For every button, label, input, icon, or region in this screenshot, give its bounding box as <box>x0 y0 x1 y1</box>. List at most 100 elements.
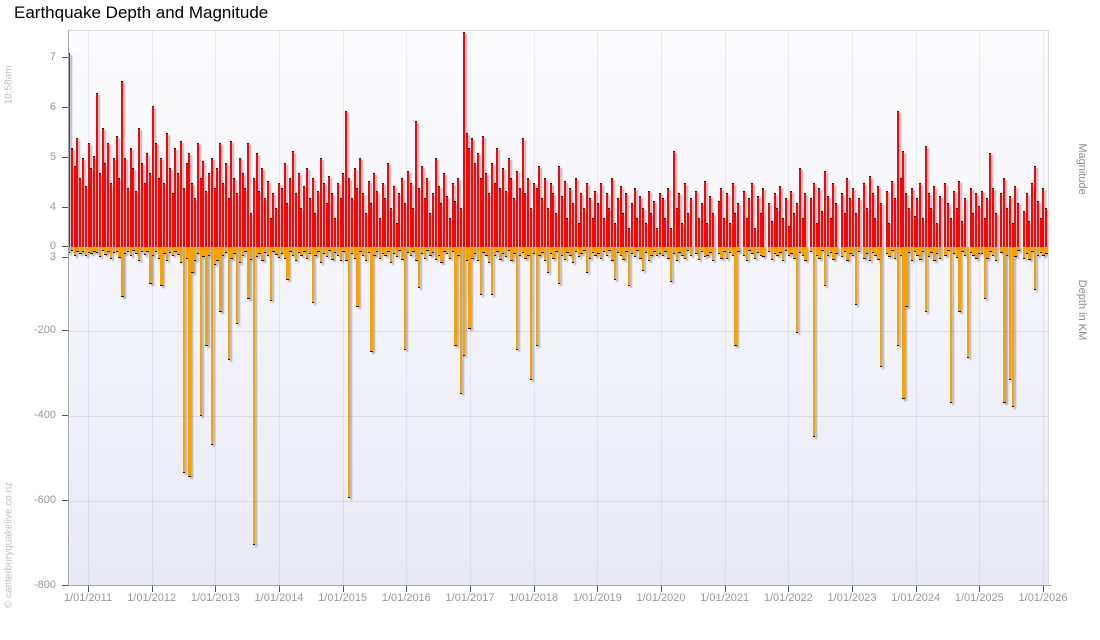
depth-bar <box>188 247 191 478</box>
x-tick-label: 1/01/2026 <box>1018 592 1068 604</box>
magnitude-bar <box>804 193 807 248</box>
depth-bar <box>331 247 334 260</box>
depth-bar <box>748 247 751 252</box>
magnitude-bar <box>283 163 286 248</box>
x-tick-label: 1/01/2025 <box>954 592 1004 604</box>
y-tick-mark <box>62 415 68 417</box>
magnitude-bar <box>952 190 955 248</box>
magnitude-bar <box>272 193 275 248</box>
year-gridline <box>979 31 981 586</box>
depth-bar <box>294 247 298 261</box>
magnitude-bar <box>474 163 476 248</box>
depth-bar <box>443 247 446 253</box>
depth-bar <box>521 247 524 254</box>
magnitude-bar <box>868 175 871 248</box>
magnitude-bar <box>68 53 70 248</box>
magnitude-bar <box>896 110 899 248</box>
depth-bar <box>322 247 326 255</box>
depth-bar <box>689 247 692 257</box>
magnitude-bar <box>790 190 793 248</box>
magnitude-bar <box>835 203 838 248</box>
depth-bar <box>936 247 939 255</box>
magnitude-bar <box>723 218 726 248</box>
magnitude-bar <box>776 208 779 248</box>
magnitude-bar <box>261 168 264 248</box>
magnitude-bar <box>549 183 552 248</box>
magnitude-bar <box>689 198 692 248</box>
depth-bar <box>597 247 600 255</box>
magnitude-bar <box>944 183 947 248</box>
y-tick-mark <box>62 207 68 208</box>
depth-bar <box>518 247 522 257</box>
magnitude-bar <box>1025 193 1028 248</box>
magnitude-bar <box>846 178 849 248</box>
depth-bar <box>241 247 244 256</box>
depth-bar <box>650 247 653 256</box>
depth-bar <box>709 247 712 254</box>
magnitude-bar <box>857 198 860 248</box>
magnitude-bar <box>936 223 938 248</box>
depth-bar <box>728 247 732 254</box>
depth-bar <box>667 247 670 259</box>
y-tick-mark <box>62 107 68 108</box>
depth-bar <box>429 247 432 256</box>
magnitude-bar <box>558 165 560 248</box>
depth-bar <box>658 247 662 254</box>
depth-bar <box>871 247 874 254</box>
magnitude-bar <box>754 228 756 248</box>
y-tick-label: 6 <box>49 101 56 113</box>
magnitude-bar <box>269 218 272 248</box>
magnitude-bar <box>958 180 961 248</box>
year-gridline <box>406 31 408 586</box>
y-tick-mark <box>62 245 68 247</box>
magnitude-bar <box>496 148 499 248</box>
depth-bar <box>541 247 544 254</box>
magnitude-bar <box>308 198 311 248</box>
magnitude-bar <box>577 223 580 248</box>
depth-bar <box>927 247 930 258</box>
magnitude-bar <box>787 225 790 248</box>
magnitude-bar <box>700 203 703 248</box>
magnitude-bar <box>927 193 930 248</box>
magnitude-bar <box>194 198 196 248</box>
magnitude-bar <box>580 193 583 248</box>
magnitude-bar <box>975 193 978 248</box>
magnitude-bar <box>913 215 916 248</box>
depth-bar <box>516 247 519 350</box>
depth-bar <box>776 247 779 257</box>
depth-bar <box>908 247 911 254</box>
magnitude-bar <box>331 193 334 248</box>
magnitude-bar <box>143 183 146 248</box>
magnitude-bar <box>488 193 490 248</box>
depth-bar <box>633 247 636 258</box>
magnitude-bar <box>681 223 684 248</box>
depth-bar <box>580 247 583 255</box>
depth-bar <box>863 247 866 259</box>
magnitude-bar <box>535 188 538 248</box>
depth-bar <box>670 247 673 282</box>
magnitude-bar <box>205 190 208 248</box>
magnitude-bar <box>468 148 471 248</box>
magnitude-bar <box>605 193 608 248</box>
y-tick-label: 3 <box>49 251 56 263</box>
magnitude-bar <box>922 218 924 248</box>
magnitude-bar <box>345 110 348 248</box>
magnitude-bar <box>443 173 446 248</box>
x-tick-label: 1/01/2018 <box>509 592 559 604</box>
depth-bar <box>325 247 328 258</box>
magnitude-bar <box>286 203 289 248</box>
depth-bar <box>975 247 978 259</box>
depth-bar <box>219 247 222 312</box>
depth-bar <box>230 247 233 259</box>
depth-bar <box>107 247 110 253</box>
depth-bar <box>457 247 460 256</box>
magnitude-bar <box>843 213 846 248</box>
magnitude-bar <box>980 190 983 248</box>
depth-bar <box>762 247 765 258</box>
magnitude-bar <box>418 188 420 248</box>
depth-bar <box>1034 247 1037 291</box>
magnitude-bar <box>409 183 412 248</box>
x-tick-mark <box>88 586 89 592</box>
magnitude-bar <box>451 183 454 248</box>
depth-bar <box>594 247 597 256</box>
